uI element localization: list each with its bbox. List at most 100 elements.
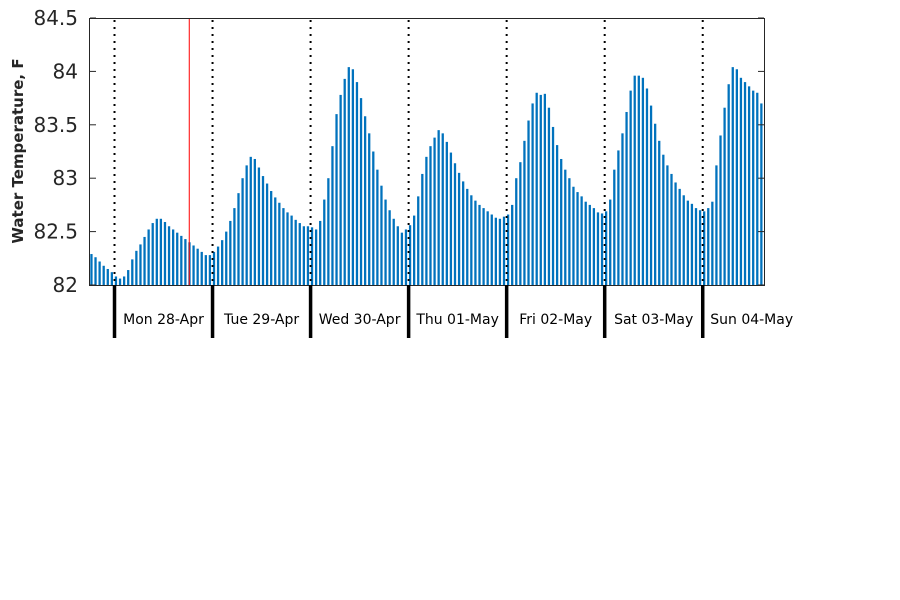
- temperature-bar: [368, 133, 371, 285]
- temperature-bar: [400, 232, 404, 285]
- temperature-bar: [90, 254, 93, 285]
- temperature-bar: [314, 229, 318, 285]
- temperature-bar: [576, 192, 579, 285]
- temperature-bar: [245, 165, 248, 285]
- temperature-bar: [441, 133, 444, 285]
- temperature-bar: [752, 90, 755, 286]
- temperature-bar: [670, 173, 673, 285]
- temperature-bar: [131, 259, 134, 285]
- temperature-bar: [703, 211, 706, 285]
- temperature-bar: [278, 202, 281, 285]
- temperature-bar: [511, 204, 514, 285]
- temperature-bar: [535, 92, 538, 285]
- temperature-bar: [637, 75, 640, 285]
- temperature-bar: [625, 111, 628, 285]
- temperature-bar: [694, 208, 698, 285]
- temperature-bar: [270, 191, 273, 285]
- temperature-bar: [180, 235, 183, 285]
- temperature-bar: [347, 67, 350, 285]
- temperature-bar: [261, 176, 265, 285]
- temperature-bar: [200, 251, 203, 285]
- temperature-bar: [564, 169, 567, 285]
- temperature-bar: [404, 229, 408, 285]
- temperature-bar: [204, 255, 207, 285]
- temperature-bar: [351, 69, 355, 285]
- temperature-bar: [376, 169, 379, 285]
- temperature-bar: [167, 226, 171, 285]
- plot-area-frame: [89, 18, 765, 286]
- temperature-bar: [384, 199, 387, 285]
- temperature-bar: [539, 94, 542, 286]
- temperature-bar: [445, 141, 448, 285]
- temperature-bar: [143, 236, 146, 285]
- temperature-bar: [457, 172, 461, 285]
- temperature-bar: [596, 212, 600, 285]
- temperature-bar: [506, 214, 510, 285]
- temperature-bar: [731, 67, 734, 285]
- day-label: Thu 01-May: [415, 312, 499, 328]
- temperature-bar: [102, 265, 105, 285]
- temperature-bar: [466, 188, 469, 285]
- bar-series: [90, 67, 763, 286]
- temperature-bar: [253, 158, 256, 285]
- temperature-bar: [698, 210, 702, 285]
- temperature-bar: [265, 183, 269, 285]
- temperature-bar: [139, 244, 142, 285]
- temperature-bar: [760, 103, 763, 285]
- temperature-bar: [707, 208, 710, 285]
- temperature-bar: [372, 151, 375, 285]
- temperature-bar: [135, 250, 138, 285]
- temperature-bar: [147, 229, 150, 285]
- temperature-bar: [106, 268, 109, 285]
- temperature-bar: [617, 150, 620, 285]
- temperature-bar: [151, 223, 154, 285]
- temperature-bar: [482, 208, 485, 285]
- temperature-bar: [335, 114, 338, 286]
- temperature-bar: [221, 240, 224, 285]
- temperature-bar: [715, 165, 718, 285]
- day-label: Sat 03-May: [614, 312, 693, 328]
- temperature-bar: [649, 105, 653, 285]
- temperature-bar: [609, 199, 612, 285]
- temperature-bar: [523, 140, 526, 285]
- temperature-bar: [388, 210, 391, 285]
- temperature-bar: [462, 181, 465, 285]
- temperature-bar: [490, 214, 493, 285]
- temperature-bar: [421, 173, 424, 285]
- temperature-bar: [216, 246, 220, 285]
- temperature-bar: [568, 178, 571, 285]
- temperature-bar: [306, 226, 310, 285]
- temperature-bar: [433, 137, 436, 285]
- temperature-bar: [208, 255, 212, 285]
- temperature-bar: [519, 162, 522, 285]
- temperature-bar: [654, 123, 657, 285]
- temperature-bar: [429, 146, 432, 285]
- temperature-bar: [408, 225, 412, 285]
- temperature-bar: [184, 239, 187, 285]
- temperature-bar: [711, 201, 714, 285]
- temperature-bar: [551, 126, 555, 285]
- temperature-bar: [282, 208, 285, 285]
- temperature-bar: [172, 229, 175, 285]
- day-label: Sun 04-May: [710, 312, 793, 328]
- y-tick-label: 83.5: [33, 113, 78, 137]
- temperature-bar: [588, 204, 591, 285]
- temperature-bar: [743, 82, 747, 285]
- temperature-bar: [502, 216, 506, 285]
- temperature-bar: [310, 227, 314, 285]
- temperature-bar: [359, 98, 363, 285]
- temperature-bar: [739, 77, 743, 285]
- temperature-bar: [241, 178, 244, 285]
- temperature-bar: [323, 199, 326, 285]
- day-axis: Mon 28-Apr Tue 29-Apr Wed 30-Apr Thu 01-May…: [112, 285, 793, 338]
- temperature-bar: [380, 185, 383, 285]
- y-axis-title: Water Temperature, F: [9, 58, 27, 243]
- temperature-bar: [572, 186, 575, 285]
- temperature-bar: [633, 75, 636, 285]
- day-label: Mon 28-Apr: [123, 312, 204, 328]
- temperature-bar: [159, 218, 163, 285]
- temperature-bar: [331, 146, 334, 285]
- temperature-bar: [343, 78, 346, 285]
- temperature-bar: [478, 204, 481, 285]
